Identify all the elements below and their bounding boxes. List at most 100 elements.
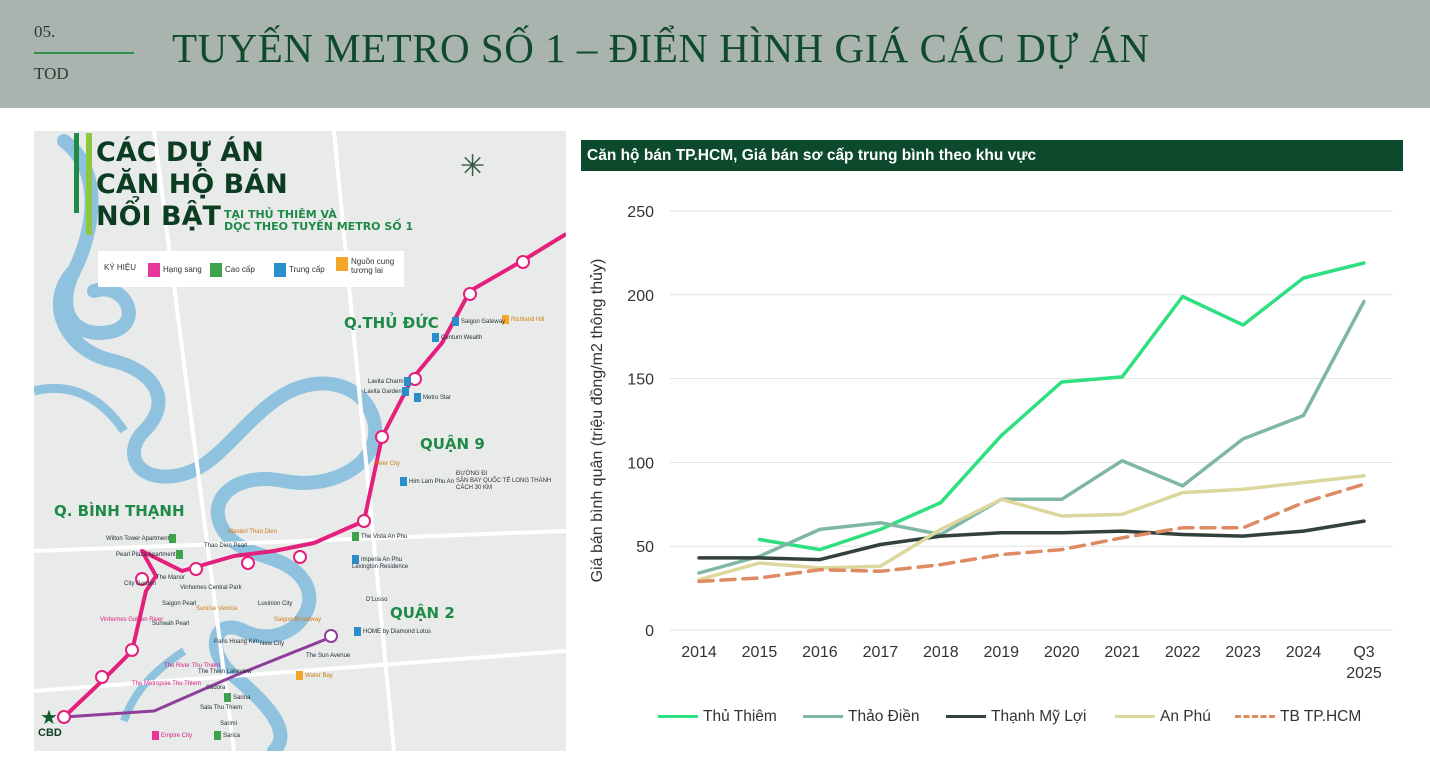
project-label: Saigon Pearl [162,601,197,607]
legend-thu-thiem: Thủ Thiêm [658,708,777,726]
y-tick-label: 200 [627,288,654,305]
title-bar-light [86,133,92,235]
building-icon [274,263,286,277]
road [34,131,566,751]
project-label: Pearl Plaza Apartment [116,550,185,559]
section-number: 05. [34,22,56,41]
metro-line-1 [62,232,566,719]
project-label: Saigon Gateway [452,317,505,326]
project-label: Saigon Broadway [274,617,322,623]
map-subtitle-line: DỌC THEO TUYẾN METRO SỐ 1 [224,220,414,233]
x-tick-label: 2020 [1044,644,1080,661]
y-tick-label: 50 [636,539,654,556]
project-label: The Sun Avenue [306,653,351,659]
metro-stations [57,255,530,724]
legend-item-luxury: Hạng sang [148,263,202,277]
project-label: Sarina [224,693,250,702]
project-label: Sadora [206,685,226,691]
y-tick-label: 150 [627,372,654,389]
airport-note: ĐƯỜNG ĐI SÂN BAY QUỐC TẾ LONG THÀNH CÁCH 3… [456,471,552,491]
legend-swatch [803,715,843,719]
map-title-line: NỔI BẬT [96,201,221,232]
project-label: Sarimi [220,721,238,727]
series-line [697,474,1366,582]
y-axis-label: Giá bán bình quân (triệu đồng/m2 thông t… [589,259,606,583]
area-thu-duc: Q.THỦ ĐỨC [344,314,439,332]
map-legend: KÝ HIỆU Hạng sang Cao cấp Trung cấp Nguồ… [98,251,404,287]
metro-map: CÁC DỰ ÁN CĂN HỘ BÁN NỔI BẬT TẠI THỦ THI… [34,131,566,751]
x-tick-label: 2025 [1346,665,1382,682]
project-label: Wilton Tower Apartment [106,534,178,543]
map-subtitle-line: TẠI THỦ THIÊM VÀ [224,208,337,221]
section-label: TOD [34,64,69,83]
project-label: Empire City [152,731,192,740]
project-label: Him Lam Phu An [400,477,454,486]
x-tick-label: 2018 [923,644,959,661]
project-label: Sunwah Pearl [152,621,190,627]
x-tick-label: 2019 [983,644,1019,661]
map-title-line: CĂN HỘ BÁN [96,169,288,200]
title-bar-dark [74,133,79,213]
x-tick-label: 2023 [1225,644,1261,661]
legend-item-midrange: Trung cấp [274,263,325,277]
x-tick-label: 2017 [863,644,899,661]
legend-swatch [946,715,986,719]
project-label: Lexington Residence [352,564,409,570]
building-icon [210,263,222,277]
project-label: City Garden [124,581,157,587]
building-icon [336,257,348,271]
legend-an-phu: An Phú [1115,708,1211,726]
header-divider [34,52,134,54]
series-line [697,299,1366,575]
x-tick-label: 2016 [802,644,838,661]
series-line [697,519,1366,562]
project-label: Sala Thu Thiem [200,705,243,711]
cbd-label: CBD [38,727,62,739]
legend-thao-dien: Thảo Điền [803,708,920,726]
series-line [697,482,1366,584]
project-label: Lavita Garden [364,387,411,396]
x-tick-label: 2022 [1165,644,1201,661]
map-subtitle: TẠI THỦ THIÊM VÀ DỌC THEO TUYẾN METRO SỐ… [224,209,413,233]
legend-tb-hcm: TB TP.HCM [1235,708,1361,726]
x-tick-label: 2021 [1104,644,1140,661]
y-tick-label: 100 [627,455,654,472]
project-label: Luxinion City [258,601,293,607]
project-label: Masteri Thao Dien [228,529,277,535]
project-label: New City [260,641,285,647]
project-label: Imperia An Phu [352,555,402,564]
building-icon [148,263,160,277]
project-label: Thao Dien Pearl [204,543,248,549]
x-tick-label: 2014 [681,644,717,661]
y-tick-label: 0 [645,623,654,640]
project-label: Water Bay [296,671,333,680]
series-line [757,261,1366,552]
project-label: Sunrise Venicia [196,606,238,612]
area-binh-thanh: Q. BÌNH THẠNH [54,502,185,520]
x-tick-label: Q3 [1353,644,1374,661]
price-line-chart: 0 50 100 150 200 250 2014 2015 2016 2017 2018 2019 2… [589,204,1393,682]
project-label: Vinhomes Golden River [100,617,164,623]
project-label: River City [374,461,401,467]
project-label: The River Thu Thiem [164,663,221,669]
area-quan-9: QUẬN 9 [420,435,485,453]
legend-item-highend: Cao cấp [210,263,255,277]
project-label: The Thien Lakeview [198,669,252,675]
page-title: TUYẾN METRO SỐ 1 – ĐIỂN HÌNH GIÁ CÁC DỰ … [172,25,1150,71]
area-quan-2: QUẬN 2 [390,604,455,622]
project-label: Metro Star [414,393,451,402]
star-icon: ★ [40,707,58,729]
project-label: Vinhomes Central Park [180,585,242,591]
map-title: CÁC DỰ ÁN CĂN HỘ BÁN NỔI BẬT [96,137,288,233]
project-label: The Metropole Thu Thiem [132,681,201,687]
legend-swatch [1235,715,1275,719]
legend-swatch [658,715,698,719]
project-label: Sarica [214,731,240,740]
compass-icon: ✳ [460,150,486,183]
chart-title: Căn hộ bán TP.HCM, Giá bán sơ cấp trung … [581,140,1403,171]
project-label: HOME by Diamond Lotus [354,627,431,636]
legend-label: KÝ HIỆU [104,263,137,272]
legend-thanh-my-loi: Thạnh Mỹ Lợi [946,708,1086,726]
x-tick-label: 2015 [742,644,778,661]
legend-swatch [1115,715,1155,719]
